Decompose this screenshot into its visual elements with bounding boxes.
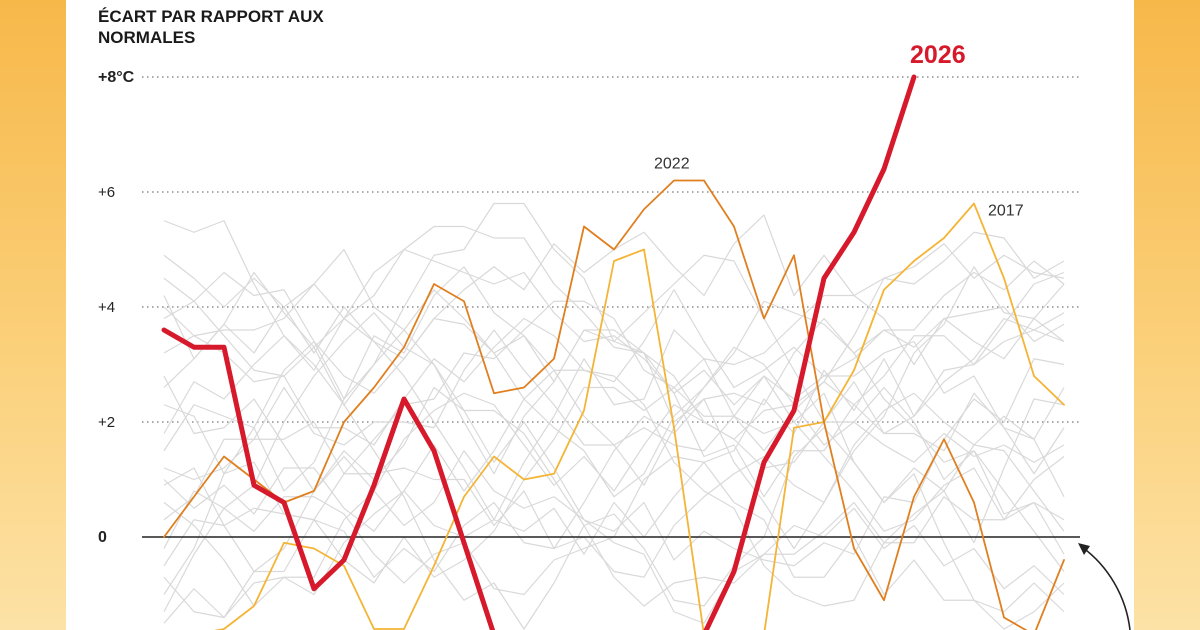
- background-year-line: [163, 248, 1065, 607]
- y-axis-title: ÉCART PAR RAPPORT AUX NORMALES: [98, 7, 324, 47]
- background-year-line: [163, 317, 1065, 613]
- background-year-line: [163, 386, 1065, 624]
- zero-arrow-icon: [1078, 543, 1131, 630]
- background-year-line: [163, 220, 1065, 630]
- background-year-line: [163, 260, 1065, 446]
- background-year-line: [163, 231, 1065, 481]
- highlighted-year-lines: [161, 74, 1065, 630]
- chart-card: ÉCART PAR RAPPORT AUX NORMALES +8°C +6 +4 +…: [66, 0, 1134, 630]
- background-year-line: [163, 317, 1065, 630]
- background-year-line: [163, 358, 1065, 567]
- series-label-2017: 2017: [988, 203, 1024, 220]
- background-year-lines: [163, 202, 1065, 630]
- y-tick-label: +8°C: [98, 69, 135, 86]
- background-year-line: [163, 266, 1065, 595]
- background-year-line: [163, 283, 1065, 532]
- series-labels: 2022 2017 2026: [654, 41, 1024, 220]
- temperature-anomaly-chart: +8°C +6 +4 +2 0 2022 2017 2026: [98, 41, 1131, 630]
- grid-lines: [142, 76, 1080, 423]
- series-label-2022: 2022: [654, 156, 690, 173]
- series-label-2026: 2026: [910, 41, 966, 69]
- background-year-line: [163, 329, 1065, 613]
- background-year-line: [163, 214, 1065, 360]
- y-tick-label: +2: [98, 414, 115, 431]
- y-tick-label: +6: [98, 184, 115, 201]
- background-year-line: [163, 271, 1065, 607]
- y-tick-labels: +8°C +6 +4 +2 0: [98, 69, 135, 546]
- background-year-line: [163, 300, 1065, 532]
- series-line-2026: [161, 74, 917, 630]
- y-tick-label: +4: [98, 299, 115, 316]
- y-tick-label: 0: [98, 529, 107, 546]
- series-line-2022: [163, 179, 1065, 630]
- background-year-line: [163, 317, 1065, 624]
- background-year-line: [163, 225, 1065, 440]
- background-year-line: [163, 381, 1065, 619]
- background-year-line: [163, 254, 1065, 555]
- series-line-2017: [214, 202, 1065, 630]
